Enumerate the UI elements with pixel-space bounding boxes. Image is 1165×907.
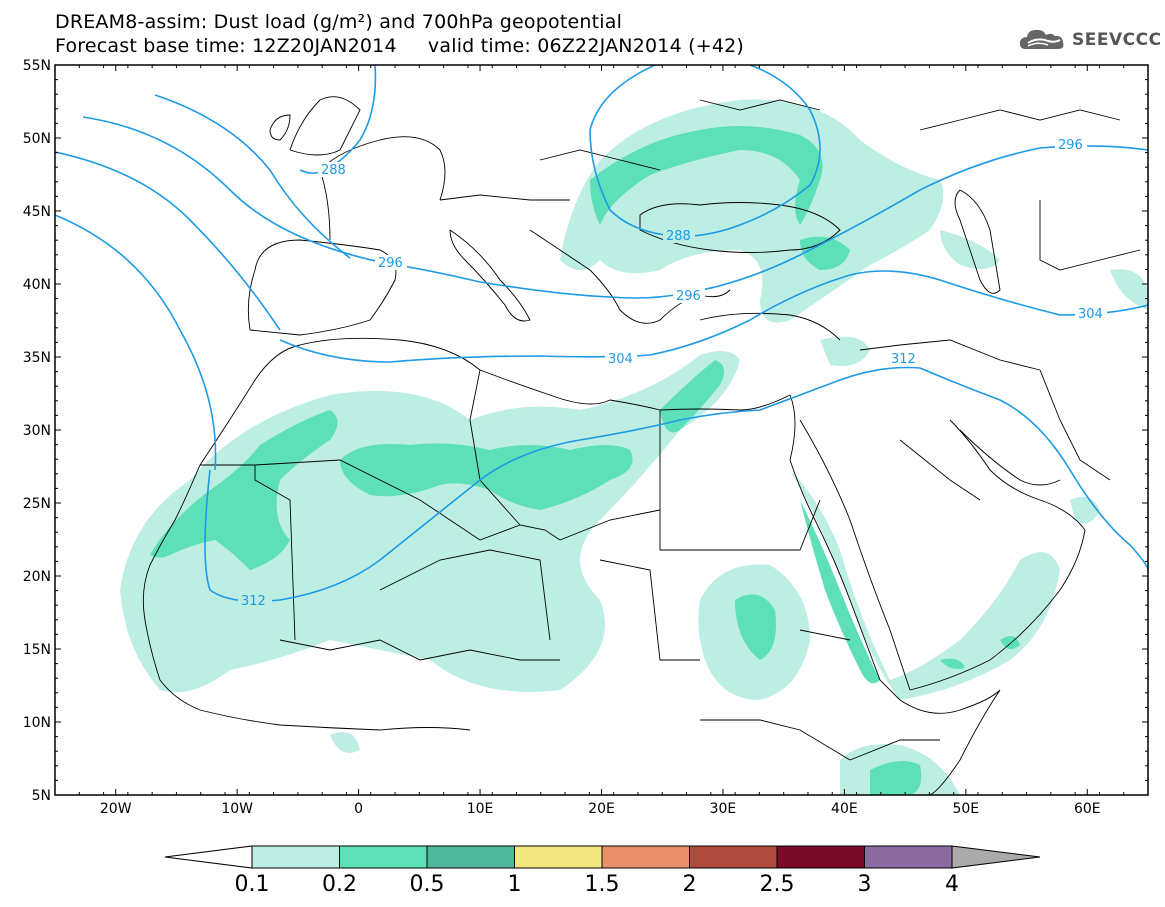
colorbar-tick-label: 0.2: [322, 872, 357, 897]
chart-title: DREAM8-assim: Dust load (g/m²) and 700hP…: [55, 11, 623, 33]
colorbar-tick-label: 1: [508, 872, 522, 897]
latitude-label: 10N: [23, 715, 51, 731]
contour-label: 296: [676, 289, 701, 304]
contour-label: 296: [1058, 138, 1083, 153]
axis-ticks: [54, 64, 1149, 796]
colorbar: [164, 845, 1041, 869]
colorbar-box: [426, 845, 515, 869]
colorbar-tick-label: 3: [858, 872, 872, 897]
cloud-icon: [1019, 29, 1064, 49]
colorbar-box: [339, 845, 428, 869]
geopotential-contours: [55, 65, 1148, 603]
longitude-label: 20E: [588, 801, 615, 817]
contour-label: 288: [321, 163, 346, 178]
longitude-label: 20W: [100, 801, 132, 817]
contour-label: 288: [666, 229, 691, 244]
latitude-label: 30N: [23, 423, 51, 439]
colorbar-box: [514, 845, 603, 869]
longitude-label: 10W: [221, 801, 253, 817]
colorbar-over-arrow: [951, 845, 1041, 869]
latitude-label: 15N: [23, 642, 51, 658]
colorbar-labels: 0.1 0.2 0.5 1 1.5 2 2.5 3 4: [235, 872, 960, 897]
latitude-label: 40N: [23, 277, 51, 293]
colorbar-under-arrow: [164, 845, 253, 869]
contour-label: 296: [378, 256, 403, 271]
longitude-label: 40E: [831, 801, 858, 817]
contour-label: 304: [608, 352, 633, 367]
chart-subtitle: Forecast base time: 12Z20JAN2014 valid t…: [55, 35, 745, 57]
latitude-label: 55N: [23, 58, 51, 74]
contour-label: 304: [1078, 307, 1103, 322]
longitude-label: 50E: [952, 801, 979, 817]
latitude-label: 35N: [23, 350, 51, 366]
latitude-labels: 55N 50N 45N 40N 35N 30N 25N 20N 15N 10N 5N: [23, 58, 51, 804]
colorbar-tick-label: 1.5: [585, 872, 620, 897]
colorbar-tick-label: 2: [683, 872, 697, 897]
colorbar-box: [864, 845, 953, 869]
latitude-label: 20N: [23, 569, 51, 585]
coastlines: [142, 96, 1141, 795]
longitude-label: 10E: [467, 801, 494, 817]
seevccc-logo: SEEVCCC: [1018, 27, 1162, 53]
colorbar-tick-label: 4: [945, 872, 959, 897]
colorbar-box: [689, 845, 778, 869]
colorbar-tick-label: 0.5: [410, 872, 445, 897]
latitude-label: 45N: [23, 204, 51, 220]
colorbar-tick-label: 0.1: [235, 872, 270, 897]
contour-label: 312: [891, 352, 916, 367]
longitude-label: 30E: [710, 801, 737, 817]
contour-labels: 288 288 296 296 304 304 312 312 296: [238, 137, 1107, 609]
dust-load-field: [120, 99, 1148, 795]
colorbar-box: [601, 845, 690, 869]
contour-label: 312: [241, 594, 266, 609]
longitude-label: 60E: [1074, 801, 1101, 817]
colorbar-tick-label: 2.5: [760, 872, 795, 897]
latitude-label: 50N: [23, 131, 51, 147]
longitude-labels: 20W 10W 0 10E 20E 30E 40E 50E 60E: [100, 801, 1101, 817]
latitude-label: 25N: [23, 496, 51, 512]
longitude-label: 0: [354, 801, 363, 817]
colorbar-box: [776, 845, 865, 869]
latitude-label: 5N: [32, 788, 51, 804]
colorbar-box: [251, 845, 340, 869]
logo-text: SEEVCCC: [1072, 30, 1162, 50]
